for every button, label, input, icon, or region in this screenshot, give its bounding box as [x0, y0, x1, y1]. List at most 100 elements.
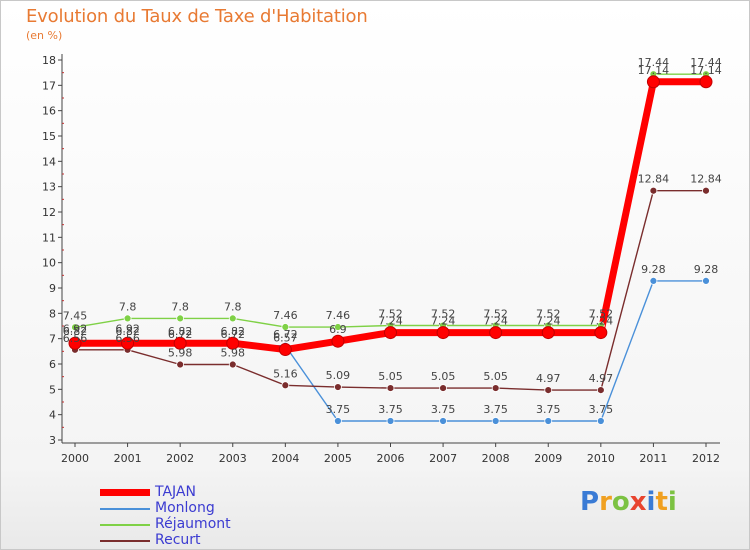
data-label: 17.14: [638, 64, 670, 77]
data-label: 7.46: [273, 309, 298, 322]
logo-letter: P: [580, 487, 600, 517]
data-point: [281, 323, 290, 331]
data-point: [649, 186, 658, 195]
legend-label: TAJAN: [155, 484, 196, 500]
x-tick-label: 2006: [377, 452, 405, 465]
y-tick-label: 14: [42, 155, 56, 168]
data-label: 17.14: [690, 64, 722, 77]
data-point: [173, 336, 187, 350]
data-label: 7.52: [536, 307, 561, 320]
data-label: 6.92: [115, 323, 140, 336]
chart-title: Evolution du Taux de Taxe d'Habitation: [26, 6, 368, 27]
data-label: 3.75: [431, 403, 456, 416]
y-tick-label: 13: [42, 181, 56, 194]
y-tick-label: 11: [42, 231, 56, 244]
legend-label: Recurt: [155, 532, 201, 548]
chart-subtitle: (en %): [26, 29, 63, 42]
x-tick-label: 2004: [271, 452, 299, 465]
data-label: 5.98: [221, 347, 246, 360]
data-point: [386, 417, 395, 425]
legend-label: Monlong: [155, 500, 215, 516]
data-point: [226, 336, 240, 350]
data-label: 6.82: [115, 325, 140, 338]
data-label: 7.24: [536, 315, 561, 328]
data-label: 5.05: [483, 370, 508, 383]
data-label: 6.92: [63, 323, 88, 336]
y-tick-label: 3: [49, 434, 56, 447]
data-point: [334, 417, 342, 425]
logo-letter: i: [646, 487, 656, 517]
data-label: 7.24: [378, 315, 403, 328]
data-label: 12.84: [638, 173, 670, 186]
x-tick-label: 2003: [219, 452, 247, 465]
data-label: 4.97: [589, 372, 614, 385]
logo-letter: t: [655, 487, 668, 517]
data-label: 6.72: [221, 328, 246, 341]
data-point: [71, 323, 79, 332]
x-tick-label: 2010: [587, 452, 615, 465]
data-label: 7.52: [431, 307, 456, 320]
x-tick-label: 2009: [534, 452, 562, 465]
data-label: 7.8: [171, 300, 189, 313]
data-label: 7.8: [224, 300, 242, 313]
x-tick-label: 2000: [61, 452, 89, 465]
y-tick-label: 6: [49, 358, 56, 371]
x-tick-label: 2012: [692, 452, 720, 465]
data-label: 3.75: [483, 403, 508, 416]
data-point: [384, 326, 397, 340]
x-tick-label: 2007: [429, 452, 457, 465]
data-label: 7.46: [326, 309, 351, 322]
data-label: 7.8: [119, 300, 137, 313]
data-point: [702, 186, 710, 195]
data-label: 6.82: [168, 325, 193, 338]
data-point: [646, 75, 660, 89]
data-point: [228, 360, 237, 369]
data-label: 3.75: [536, 403, 561, 416]
data-label: 4.97: [536, 372, 561, 385]
data-label: 17.44: [690, 56, 722, 69]
data-label: 17.44: [638, 56, 670, 69]
data-point: [596, 386, 605, 394]
data-label: 7.24: [431, 315, 456, 328]
data-point: [334, 383, 342, 391]
y-tick-label: 8: [49, 307, 56, 320]
data-point: [278, 343, 292, 357]
data-label: 6.56: [63, 332, 88, 345]
data-label: 6.82: [63, 325, 88, 338]
data-label: 9.28: [694, 263, 719, 276]
y-tick-label: 4: [49, 409, 56, 422]
data-point: [649, 277, 658, 285]
data-label: 3.75: [378, 403, 403, 416]
data-point: [489, 326, 503, 340]
y-tick-label: 5: [49, 383, 56, 396]
x-tick-label: 2005: [324, 452, 352, 465]
data-label: 7.52: [483, 307, 508, 320]
data-point: [544, 417, 553, 425]
data-label: 9.28: [641, 263, 666, 276]
data-label: 5.09: [326, 369, 351, 382]
data-point: [439, 384, 447, 392]
data-point: [541, 326, 555, 340]
data-point: [228, 314, 237, 323]
data-label: 5.16: [273, 367, 298, 380]
data-label: 3.75: [326, 403, 351, 416]
data-point: [544, 386, 553, 394]
data-label: 7.52: [378, 307, 403, 320]
y-tick-label: 16: [42, 105, 56, 118]
y-tick-label: 15: [42, 130, 56, 143]
legend-swatch: [100, 489, 150, 496]
data-label: 5.05: [378, 370, 403, 383]
y-tick-label: 7: [49, 333, 56, 346]
x-tick-label: 2002: [166, 452, 194, 465]
x-tick-label: 2001: [114, 452, 142, 465]
data-point: [439, 417, 447, 425]
data-point: [331, 334, 345, 348]
legend-swatch: [100, 540, 150, 542]
data-label: 5.98: [168, 347, 193, 360]
data-point: [176, 314, 185, 323]
data-label: 5.05: [431, 370, 456, 383]
legend-label: Réjaumont: [155, 516, 231, 532]
data-label: 12.84: [690, 173, 722, 186]
